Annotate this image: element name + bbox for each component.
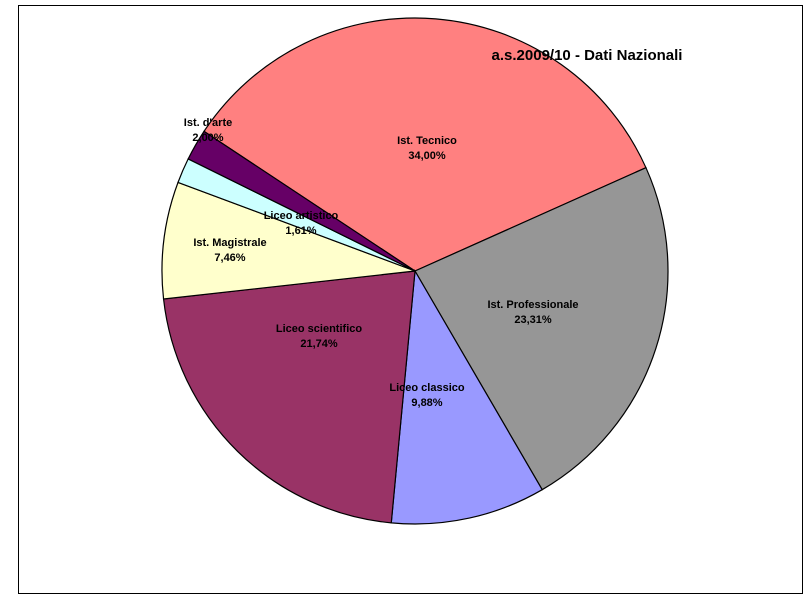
slice-name-label: Ist. Tecnico [397,135,457,147]
pie-slice [203,17,647,272]
slice-value-label: 1,61% [285,225,316,237]
slice-name-label: Ist. d'arte [184,117,232,129]
slice-value-label: 2,00% [192,132,223,144]
pie-slice [390,269,544,525]
slice-name-label: Liceo scientifico [276,323,362,335]
chart-frame: Ist. Tecnico 34,00% Ist. Professionale 23,3… [18,5,803,594]
slice-name-label: Ist. Magistrale [193,237,266,249]
slice-value-label: 34,00% [408,150,446,162]
slice-value-label: 23,31% [514,314,552,326]
slice-value-label: 7,46% [214,252,245,264]
pie-slice [187,130,416,272]
slice-name-label: Ist. Professionale [487,299,578,311]
slice-name-label: Liceo classico [389,382,464,394]
slice-labels: Ist. Tecnico 34,00% Ist. Professionale 23,3… [184,117,579,409]
pie-slice [162,270,416,524]
slice-name-label: Liceo artistico [264,210,339,222]
slice-value-label: 21,74% [300,338,338,350]
pie-slice [414,166,669,491]
pie-slices [161,17,669,525]
pie-chart: Ist. Tecnico 34,00% Ist. Professionale 23,3… [161,17,683,525]
pie-slice [161,181,416,300]
chart-title: a.s.2009/10 - Dati Nazionali [492,47,683,64]
slice-value-label: 9,88% [411,397,442,409]
